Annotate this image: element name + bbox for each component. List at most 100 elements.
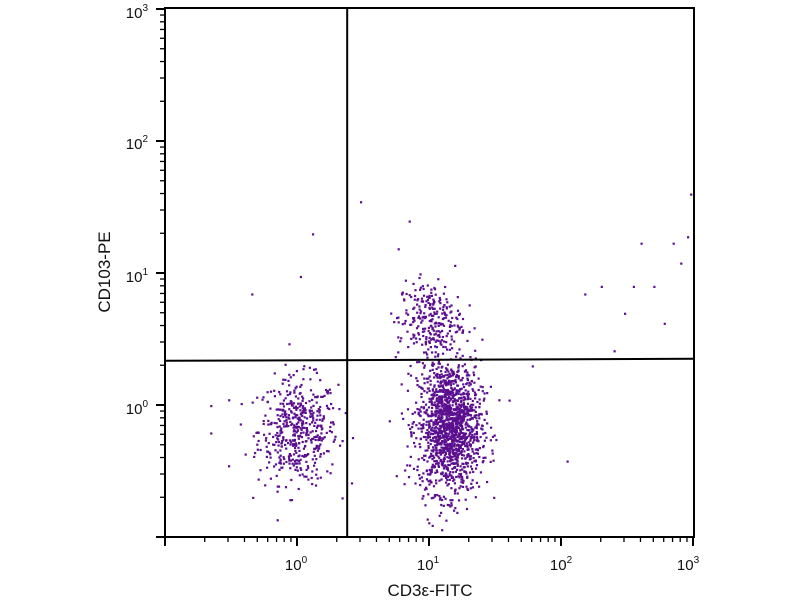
data-point xyxy=(417,316,420,319)
data-point xyxy=(306,465,309,468)
data-point xyxy=(283,420,286,423)
data-point xyxy=(316,445,319,448)
data-point xyxy=(449,311,452,314)
data-point xyxy=(473,435,476,438)
data-point xyxy=(453,478,456,481)
data-point xyxy=(325,404,329,407)
data-point xyxy=(458,434,461,437)
data-point xyxy=(425,431,428,435)
data-point xyxy=(277,408,280,411)
data-point xyxy=(460,403,463,406)
data-point xyxy=(292,434,295,437)
data-point xyxy=(437,324,440,327)
data-point xyxy=(462,441,465,444)
data-point xyxy=(285,419,288,422)
data-point xyxy=(672,242,675,245)
data-point xyxy=(478,447,481,450)
data-point xyxy=(460,419,463,422)
data-point xyxy=(469,465,473,468)
data-point xyxy=(422,294,426,297)
data-point xyxy=(459,388,462,391)
data-point xyxy=(440,420,443,423)
data-point xyxy=(408,220,411,223)
data-point xyxy=(287,379,290,382)
data-point xyxy=(452,452,455,455)
data-point xyxy=(436,470,439,474)
data-point xyxy=(448,452,451,455)
data-point xyxy=(432,301,435,304)
data-point xyxy=(264,414,267,417)
data-point xyxy=(360,201,363,204)
data-point xyxy=(444,465,447,468)
data-point xyxy=(319,453,322,456)
data-point xyxy=(446,388,449,392)
data-point xyxy=(462,399,465,402)
data-point xyxy=(455,411,458,414)
data-point xyxy=(451,417,454,420)
data-point xyxy=(468,381,471,384)
data-point xyxy=(442,446,445,449)
data-point xyxy=(438,437,441,440)
data-point xyxy=(435,437,438,440)
data-point xyxy=(531,365,534,368)
x-tick-label: 100 xyxy=(285,555,308,574)
data-point xyxy=(460,379,463,382)
data-point xyxy=(296,414,299,417)
data-point xyxy=(423,390,426,393)
data-point xyxy=(321,419,324,422)
data-point xyxy=(467,448,470,451)
data-point xyxy=(435,479,438,482)
y-tick-label: 101 xyxy=(126,267,149,286)
data-point xyxy=(584,293,587,296)
data-point xyxy=(312,404,315,407)
data-point xyxy=(414,294,417,298)
data-point xyxy=(284,378,287,381)
data-point xyxy=(446,449,449,452)
data-point xyxy=(437,415,440,418)
data-point xyxy=(295,451,298,454)
data-point xyxy=(432,429,435,432)
data-point xyxy=(279,402,282,405)
data-point xyxy=(434,411,437,414)
data-point xyxy=(442,317,446,320)
data-point xyxy=(264,484,267,487)
data-point xyxy=(314,396,317,399)
data-point xyxy=(473,409,476,412)
data-point xyxy=(269,477,272,480)
data-point xyxy=(312,411,315,414)
data-point xyxy=(329,425,332,429)
data-point xyxy=(303,455,306,458)
data-point xyxy=(412,321,415,324)
data-point xyxy=(440,373,443,376)
data-point xyxy=(470,380,473,383)
data-point xyxy=(273,443,276,446)
data-point xyxy=(279,432,282,435)
data-point xyxy=(332,423,335,426)
data-point xyxy=(457,377,460,380)
data-point xyxy=(464,369,468,372)
data-point xyxy=(468,304,471,307)
data-point xyxy=(466,393,469,396)
data-point xyxy=(438,451,441,454)
data-point xyxy=(441,399,444,403)
data-point xyxy=(456,425,459,428)
data-point xyxy=(450,456,453,459)
data-point xyxy=(437,464,440,467)
data-point xyxy=(281,431,284,434)
data-point xyxy=(600,285,603,288)
data-point xyxy=(308,366,311,369)
data-point xyxy=(472,441,475,444)
data-point xyxy=(312,417,315,420)
data-point xyxy=(276,485,279,488)
data-point xyxy=(448,396,451,399)
data-point xyxy=(460,406,463,409)
data-point xyxy=(481,424,484,428)
data-point xyxy=(310,439,313,442)
data-point xyxy=(277,440,280,444)
data-point xyxy=(431,351,434,354)
data-point xyxy=(472,457,475,460)
data-point xyxy=(417,411,420,414)
data-point xyxy=(315,401,318,404)
data-point xyxy=(431,337,434,341)
data-point xyxy=(325,388,328,392)
